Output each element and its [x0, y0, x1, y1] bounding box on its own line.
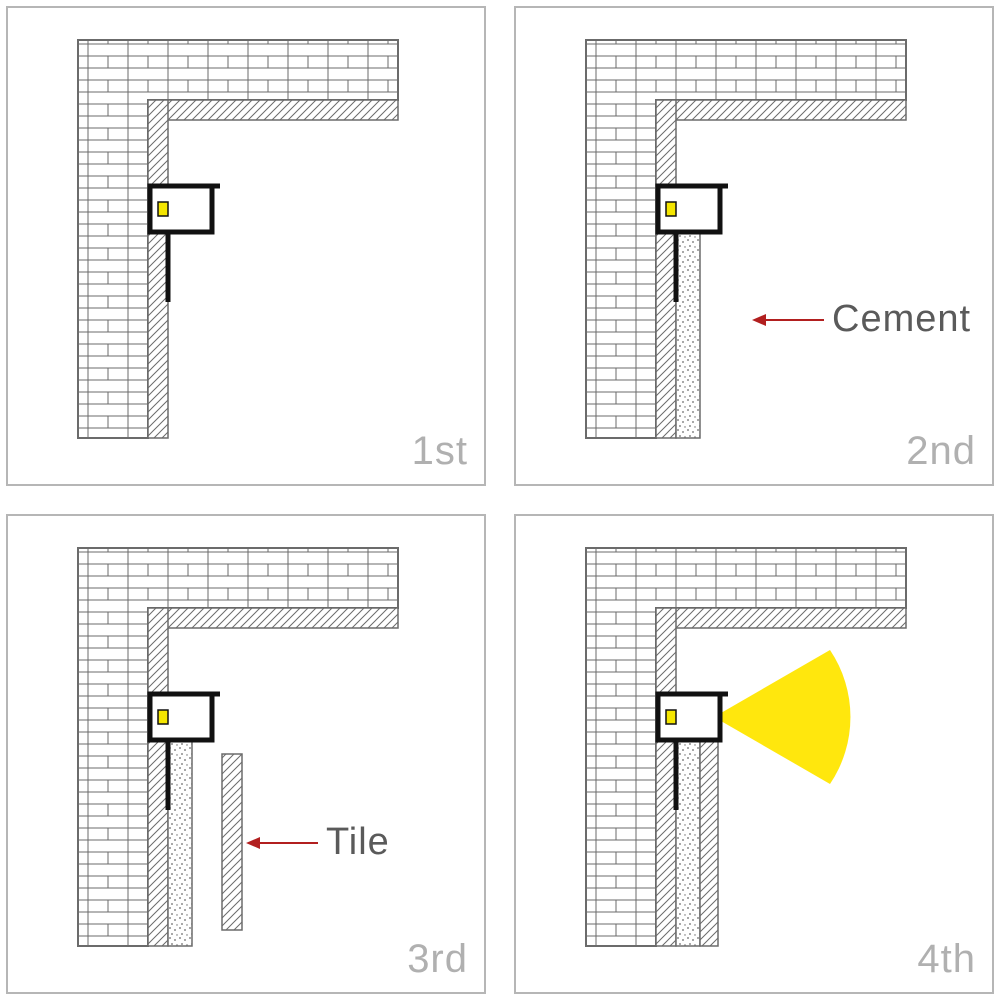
- callout-tile-text: Tile: [326, 821, 390, 864]
- step-label-3: 3rd: [407, 937, 468, 982]
- callout-cement-text: Cement: [832, 298, 971, 341]
- callout-cement: Cement: [752, 298, 971, 341]
- panel-1: 1st: [6, 6, 486, 486]
- diagram-4: [516, 516, 986, 991]
- panel-2: Cement 2nd: [514, 6, 994, 486]
- callout-tile: Tile: [246, 821, 390, 864]
- diagram-1: [8, 8, 478, 483]
- arrow-icon: [752, 311, 824, 329]
- step-label-2: 2nd: [906, 429, 976, 474]
- diagram-3: [8, 516, 478, 991]
- step-label-1: 1st: [412, 429, 468, 474]
- step-label-4: 4th: [917, 937, 976, 982]
- diagram-2: [516, 8, 986, 483]
- panel-4: 4th: [514, 514, 994, 994]
- panel-3: Tile 3rd: [6, 514, 486, 994]
- arrow-icon: [246, 834, 318, 852]
